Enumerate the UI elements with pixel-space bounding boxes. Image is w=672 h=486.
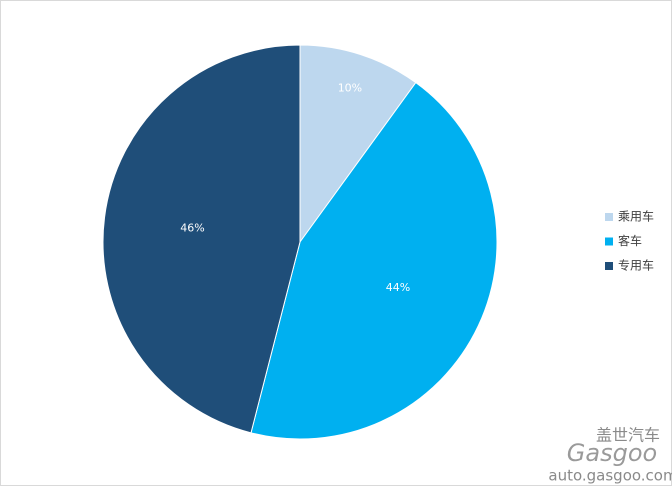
watermark-url: auto.gasgoo.com bbox=[548, 467, 672, 485]
legend-swatch bbox=[605, 262, 613, 270]
legend-label: 客车 bbox=[618, 233, 642, 248]
pie-slice bbox=[102, 44, 301, 434]
legend-swatch bbox=[605, 237, 613, 246]
watermark-logo: Gasgoo bbox=[567, 439, 657, 467]
watermark-brand: 盖世汽车 bbox=[596, 426, 660, 445]
data-label: 44% bbox=[386, 281, 410, 294]
legend-label: 专用车 bbox=[618, 258, 654, 273]
legend-label: 乘用车 bbox=[618, 209, 654, 224]
pie-slice bbox=[299, 44, 417, 244]
data-label: 10% bbox=[338, 81, 362, 94]
pie-slice bbox=[250, 81, 498, 440]
data-label: 46% bbox=[180, 221, 204, 234]
watermark: 盖世汽车 Gasgoo auto.gasgoo.com bbox=[548, 426, 672, 485]
legend-swatch bbox=[605, 213, 613, 221]
